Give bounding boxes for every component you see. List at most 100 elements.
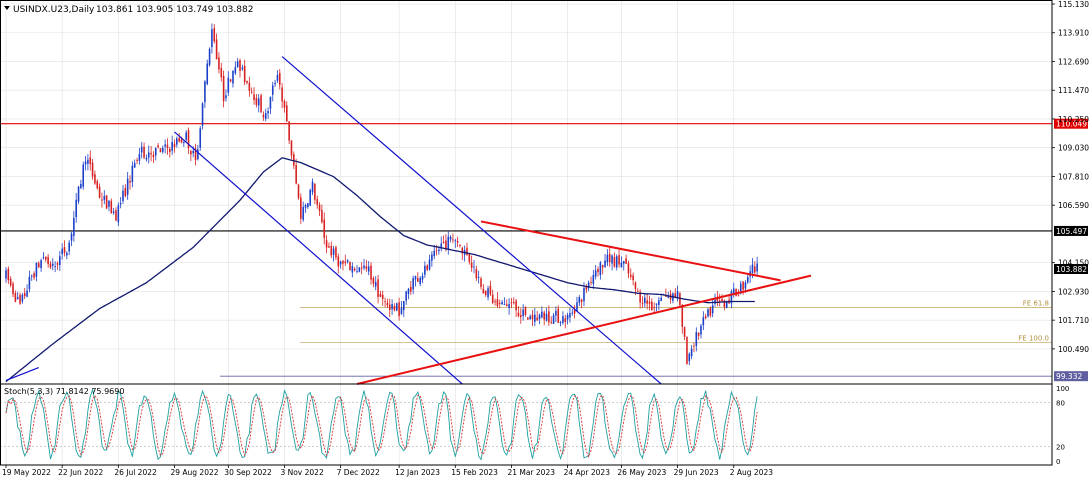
candle-body (517, 312, 520, 317)
candle-body (395, 303, 398, 311)
candle-body (314, 183, 316, 200)
candle-body (608, 253, 611, 262)
candle-body (264, 113, 267, 119)
candle-body (77, 186, 80, 202)
candle-body (632, 275, 634, 281)
candle-body (711, 305, 714, 314)
candle-body (176, 138, 178, 145)
candle-body (311, 181, 314, 193)
candle-body (496, 299, 499, 306)
candle-body (28, 276, 31, 290)
candle-body (332, 248, 335, 255)
candle-body (213, 28, 216, 42)
stoch-tick-label: 100 (1056, 385, 1069, 393)
candle-body (573, 310, 576, 314)
trendlines (5, 56, 812, 385)
candle-body (419, 278, 421, 284)
candle-body (26, 290, 28, 297)
candle-body (482, 288, 485, 294)
candle-body (131, 165, 134, 183)
candle-body (718, 300, 721, 302)
plot-frame (0, 0, 1053, 466)
candle-body (372, 278, 375, 284)
candle-body (742, 281, 744, 290)
candle-body (489, 285, 492, 295)
candle-body (571, 312, 574, 314)
fibo-label: FE 100.0 (1018, 335, 1049, 343)
candle-body (143, 146, 145, 158)
candle-body (117, 205, 120, 223)
candle-body (739, 283, 742, 294)
candle-body (522, 309, 524, 317)
candle-body (208, 49, 211, 65)
x-tick-label: 29 Jun 2023 (674, 468, 719, 477)
candle-body (304, 205, 307, 208)
candle-body (641, 302, 644, 304)
y-tick-label: 113.910 (1058, 29, 1089, 38)
candle-body (12, 283, 14, 295)
candle-body (381, 294, 384, 299)
y-tick-label: 110.250 (1058, 115, 1089, 124)
candle-body (674, 293, 677, 297)
candle-body (164, 144, 166, 147)
y-tick-label: 107.810 (1058, 172, 1089, 181)
stoch-tick-label: 20 (1056, 443, 1065, 451)
candle-body (606, 254, 609, 263)
candle-body (386, 302, 389, 306)
candle-body (271, 85, 274, 95)
candle-body (66, 252, 68, 256)
candle-body (234, 67, 237, 74)
candle-body (351, 266, 354, 273)
candle-body (442, 242, 445, 244)
grid (0, 0, 1052, 465)
candle-body (622, 260, 625, 264)
candle-body (611, 255, 613, 264)
symbol-dropdown-icon[interactable] (4, 6, 10, 10)
candle-body (548, 311, 550, 323)
candle-body (693, 345, 695, 347)
candle-body (716, 297, 719, 301)
candle-body (655, 303, 658, 305)
candle-body (126, 178, 129, 195)
candle-body (227, 77, 230, 93)
candle-body (480, 278, 482, 288)
candle-body (477, 276, 480, 278)
candle-body (501, 301, 503, 305)
candle-body (730, 291, 733, 304)
symbol-label: USINDX.U23,Daily (13, 5, 95, 15)
candle-body (424, 265, 426, 275)
candle-body (307, 203, 309, 208)
candle-body (487, 288, 489, 298)
candle-body (648, 301, 651, 304)
candle-body (349, 261, 351, 270)
candle-body (101, 199, 103, 201)
candle-body (161, 147, 164, 152)
current-price-label: 103.882 (1056, 265, 1087, 274)
candle-body (112, 211, 115, 213)
x-tick-label: 30 Sep 2022 (224, 468, 272, 477)
candle-body (412, 278, 414, 290)
y-tick-label: 106.590 (1058, 201, 1089, 210)
candle-body (505, 304, 508, 307)
candle-body (585, 286, 588, 290)
candle-body (201, 103, 204, 126)
candle-body (286, 105, 288, 122)
x-tick-label: 2 Aug 2023 (730, 468, 773, 477)
candle-body (7, 268, 10, 281)
candle-body (459, 245, 461, 246)
candle-body (16, 297, 19, 300)
candle-body (253, 94, 255, 101)
candle-body (428, 259, 431, 270)
candle-body (309, 190, 311, 206)
candle-body (475, 268, 478, 279)
candle-body (159, 148, 162, 153)
candle-body (70, 233, 73, 241)
candle-body (124, 187, 127, 197)
candle-body (660, 297, 662, 302)
candle-body (676, 291, 679, 297)
candle-body (360, 267, 363, 269)
candle-body (94, 174, 96, 184)
candle-body (293, 154, 295, 166)
candle-body (5, 270, 7, 279)
